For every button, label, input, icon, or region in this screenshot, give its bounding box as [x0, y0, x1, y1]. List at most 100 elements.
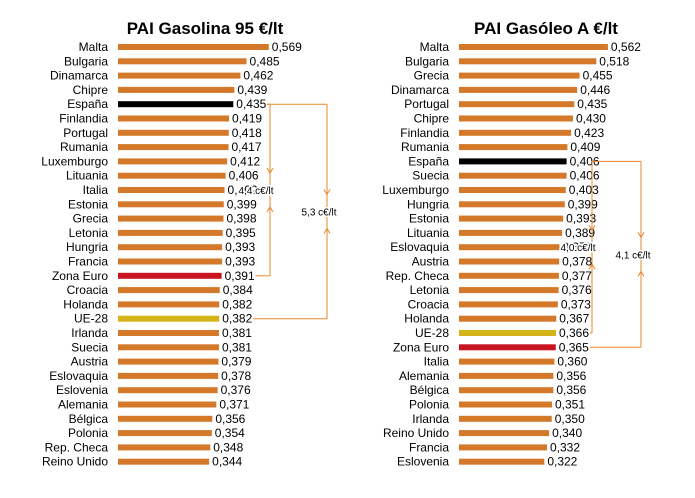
category-label-francia: Francia	[68, 255, 108, 269]
category-label-bulgaria: Bulgaria	[405, 54, 449, 68]
diff-annotation-1-0-arrowhead-up	[588, 263, 596, 270]
category-label-malta: Malta	[420, 40, 450, 54]
value-label-polonia: 0,354	[215, 426, 245, 440]
value-label-croacia: 0,384	[223, 283, 253, 297]
bar-espana	[459, 158, 567, 165]
bar-grecia	[118, 215, 224, 222]
bar-portugal	[118, 129, 229, 136]
value-label-luxemburgo: 0,403	[569, 183, 599, 197]
bar-eslovenia	[459, 458, 545, 465]
value-label-letonia: 0,395	[226, 226, 256, 240]
diff-annotation-1-1-arrowhead-up	[637, 270, 645, 277]
bar-croacia	[118, 287, 220, 294]
category-label-estonia: Estonia	[409, 212, 449, 226]
diff-annotation-1-0-label: 4,0 c€/lt	[560, 243, 595, 254]
bar-ue-28	[118, 315, 220, 322]
category-label-luxemburgo: Luxemburgo	[41, 154, 108, 168]
bar-holanda	[459, 315, 557, 322]
value-label-grecia: 0,398	[226, 212, 256, 226]
value-label-rumania: 0,409	[570, 140, 600, 154]
value-label-rep-checa: 0,377	[562, 269, 592, 283]
bar-francia	[118, 258, 223, 265]
bar-letonia	[118, 229, 223, 236]
value-label-malta: 0,569	[272, 40, 302, 54]
value-label-finlandia: 0,423	[574, 126, 604, 140]
value-label-eslovenia: 0,376	[221, 383, 251, 397]
category-label-portugal: Portugal	[404, 97, 449, 111]
bar-eslovaquia	[118, 372, 219, 379]
bar-malta	[459, 44, 608, 50]
category-label-finlandia: Finlandia	[59, 112, 108, 126]
category-label-hungria: Hungria	[66, 240, 108, 254]
diff-annotation-0-0-arrowhead-up	[266, 206, 274, 213]
value-label-letonia: 0,376	[562, 283, 592, 297]
bar-ue-28	[459, 330, 556, 336]
diff-annotation-0-1-arrowhead-down	[323, 189, 331, 196]
category-label-ue-28: UE-28	[415, 326, 449, 340]
category-label-dinamarca: Dinamarca	[391, 83, 449, 97]
bar-eslovaquia	[459, 244, 560, 251]
value-label-lituania: 0,406	[229, 169, 259, 183]
bar-chipre	[459, 115, 573, 122]
bar-belgica	[118, 415, 213, 422]
category-label-irlanda: Irlanda	[412, 412, 449, 426]
category-label-austria: Austria	[412, 255, 450, 269]
value-label-croacia: 0,373	[561, 297, 591, 311]
category-label-zona-euro: Zona Euro	[393, 340, 449, 354]
value-label-bulgaria: 0,485	[250, 54, 280, 68]
category-label-letonia: Letonia	[410, 283, 450, 297]
bar-bulgaria	[459, 58, 597, 65]
bar-italia	[118, 187, 225, 193]
category-label-ue-28: UE-28	[74, 312, 108, 326]
bar-chipre	[118, 86, 235, 93]
category-label-estonia: Estonia	[68, 197, 108, 211]
value-label-rumania: 0,417	[232, 140, 262, 154]
category-label-lituania: Lituania	[66, 169, 108, 183]
value-label-hungria: 0,399	[568, 197, 598, 211]
value-label-malta: 0,562	[611, 40, 641, 54]
bar-francia	[459, 444, 547, 451]
value-label-zona-euro: 0,365	[559, 340, 589, 354]
bar-grecia	[459, 72, 580, 79]
bar-bulgaria	[118, 58, 247, 65]
diff-annotation-0-0-label: 4,4 c€/lt	[238, 186, 273, 197]
value-label-irlanda: 0,381	[222, 326, 252, 340]
value-label-italia: 0,360	[557, 355, 587, 369]
bar-estonia	[459, 215, 564, 222]
bar-luxemburgo	[459, 187, 566, 193]
bar-polonia	[118, 430, 212, 437]
bar-rumania	[118, 144, 229, 151]
bar-suecia	[118, 344, 219, 351]
value-label-reino-unido: 0,344	[212, 455, 242, 469]
category-label-alemania: Alemania	[58, 398, 108, 412]
value-label-dinamarca: 0,462	[243, 69, 273, 83]
bar-croacia	[459, 301, 558, 308]
bar-polonia	[459, 401, 553, 408]
value-label-holanda: 0,382	[222, 297, 252, 311]
value-label-espana: 0,435	[236, 97, 266, 111]
bar-rumania	[459, 144, 568, 151]
diff-annotation-1-1-arrowhead-down	[637, 232, 645, 239]
category-label-austria: Austria	[71, 355, 109, 369]
bar-hungria	[459, 201, 565, 208]
bar-espana	[118, 101, 234, 108]
value-label-polonia: 0,351	[555, 398, 585, 412]
category-label-dinamarca: Dinamarca	[50, 69, 108, 83]
diff-annotation-0-0-arrowhead-down	[266, 167, 274, 174]
value-label-austria: 0,379	[221, 355, 251, 369]
category-label-francia: Francia	[409, 440, 449, 454]
category-label-finlandia: Finlandia	[400, 126, 449, 140]
category-label-letonia: Letonia	[69, 226, 109, 240]
category-label-bulgaria: Bulgaria	[64, 54, 108, 68]
value-label-belgica: 0,356	[215, 412, 245, 426]
chart-title: PAI Gasóleo A €/lt	[474, 19, 618, 38]
category-label-polonia: Polonia	[409, 398, 449, 412]
category-label-croacia: Croacia	[408, 297, 450, 311]
value-label-lituania: 0,389	[565, 226, 595, 240]
category-label-malta: Malta	[79, 40, 109, 54]
category-label-rep-checa: Rep. Checa	[45, 440, 109, 454]
category-label-polonia: Polonia	[68, 426, 108, 440]
category-label-grecia: Grecia	[414, 69, 450, 83]
